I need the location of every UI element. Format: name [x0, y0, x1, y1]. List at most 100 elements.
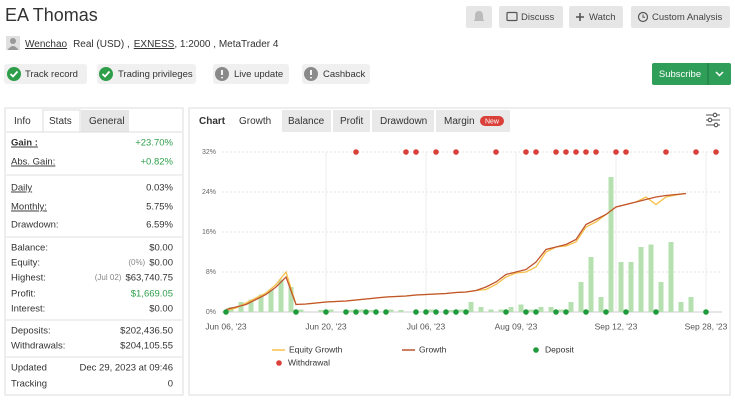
notify-button[interactable] [466, 6, 492, 28]
bar [368, 310, 374, 312]
bar [618, 262, 624, 312]
bar [248, 299, 254, 312]
event-marker [613, 149, 619, 155]
stats-tab[interactable]: Info [14, 116, 31, 127]
button-label[interactable]: Subscribe [659, 69, 701, 80]
badge-label: Track record [25, 69, 78, 80]
bar [488, 309, 494, 312]
stat-label: Abs. Gain: [11, 157, 55, 168]
bar [678, 302, 684, 312]
y-tick-label: 8% [206, 269, 216, 276]
x-tick-label: Jul 06, '23 [407, 321, 446, 331]
stats-tab[interactable]: Stats [49, 116, 72, 127]
bar [598, 297, 604, 312]
event-marker [533, 149, 539, 155]
badge: Trading privileges [97, 64, 196, 84]
chart-tab[interactable]: Margin [444, 116, 475, 127]
user-link[interactable]: Wenchao [25, 39, 68, 50]
tab-bg [81, 110, 129, 132]
stat-value: 0 [168, 379, 173, 390]
bar [688, 297, 694, 312]
tab-bg [333, 110, 370, 132]
bar [268, 289, 274, 312]
legend-swatch [276, 360, 282, 366]
event-marker [463, 309, 469, 315]
chart-tab[interactable]: Chart [199, 116, 226, 127]
bar [458, 309, 464, 312]
button-label[interactable]: Watch [589, 12, 616, 23]
tab-bg [436, 110, 510, 132]
stats-tab[interactable]: General [89, 116, 125, 127]
bar [328, 309, 334, 312]
event-marker [493, 149, 499, 155]
account-line: Wenchao Real (USD) , EXNESS, 1:2000 , Meta… [25, 39, 279, 50]
chart-tab[interactable]: Growth [239, 116, 271, 127]
event-marker [403, 149, 409, 155]
event-marker [523, 149, 529, 155]
bar [568, 302, 574, 312]
chart-tab[interactable]: Drawdown [380, 116, 427, 127]
stat-value: +0.82% [141, 157, 174, 168]
event-marker [553, 149, 559, 155]
x-tick-label: Sep 12, '23 [595, 321, 638, 331]
stat-value: 5.75% [146, 202, 173, 213]
y-tick-label: 24% [202, 189, 216, 196]
bar [578, 282, 584, 312]
bar [278, 279, 284, 312]
badge-label: Cashback [323, 69, 365, 80]
broker-link[interactable]: EXNESS [134, 39, 175, 50]
bar [348, 310, 354, 312]
bar [498, 309, 504, 312]
x-tick-label: Jun 20, '23 [305, 321, 347, 331]
bar [658, 282, 664, 312]
bar [318, 310, 324, 312]
custom-analysis-button[interactable]: Custom Analysis [631, 6, 730, 28]
event-marker [553, 309, 559, 315]
event-marker [523, 309, 529, 315]
event-marker [603, 309, 609, 315]
event-marker [623, 309, 629, 315]
discuss-button[interactable]: Discuss [499, 6, 563, 28]
series-line [225, 192, 687, 311]
bar [558, 309, 564, 312]
event-marker [573, 149, 579, 155]
event-marker [443, 309, 449, 315]
subscribe-button[interactable]: Subscribe [652, 63, 731, 85]
page-title: EA Thomas [5, 5, 98, 25]
bar [388, 309, 394, 312]
stat-label: Gain : [11, 138, 38, 149]
legend-label: Withdrawal [288, 357, 330, 367]
bar [468, 302, 474, 312]
settings-icon[interactable] [706, 112, 720, 128]
event-marker [423, 309, 429, 315]
growth-chart: 0% 8% 16% 24% 32% Jun 06, '23 Jun 20, '23 Jul 0… [202, 149, 728, 367]
event-marker [653, 309, 659, 315]
button-label[interactable]: Custom Analysis [652, 12, 722, 23]
stat-label: Monthly: [11, 202, 47, 213]
legend-label: Growth [419, 344, 447, 354]
bar [478, 307, 484, 312]
event-marker [353, 149, 359, 155]
chart-tab[interactable]: Balance [288, 116, 325, 127]
stat-note: (Jul 02) [95, 273, 122, 282]
legend-label: Deposit [545, 344, 574, 354]
bar [608, 177, 614, 312]
watch-button[interactable]: Watch [569, 6, 623, 28]
event-marker [703, 309, 709, 315]
chart-tab[interactable]: Profit [340, 116, 364, 127]
bar [628, 262, 634, 312]
y-tick-label: 16% [202, 229, 216, 236]
stat-label: Equity: [11, 258, 40, 269]
bar [588, 257, 594, 312]
event-marker [413, 149, 419, 155]
tab-bg [282, 110, 331, 132]
stat-label: Balance: [11, 243, 48, 254]
x-tick-label: Sep 28, '23 [685, 321, 728, 331]
button-label[interactable]: Discuss [521, 12, 555, 23]
stat-label: Profit: [11, 289, 36, 300]
y-tick-label: 0% [206, 309, 216, 316]
stat-label: Tracking [11, 379, 47, 390]
tab-bg [372, 110, 434, 132]
bar [398, 310, 404, 312]
